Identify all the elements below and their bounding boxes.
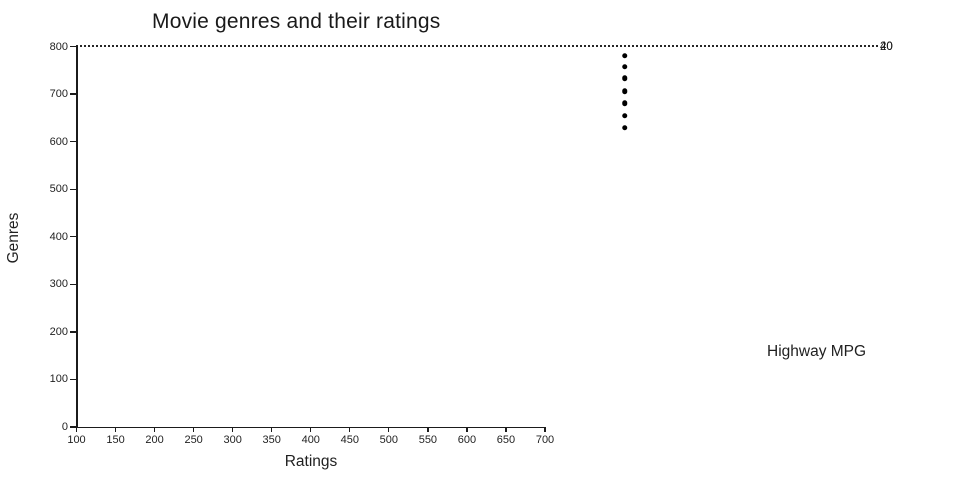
- scatter-point: [621, 100, 628, 106]
- x-axis-tick-label: 300: [223, 434, 242, 446]
- x-axis-tick-label: 600: [457, 434, 477, 446]
- x-axis-tick-mark: [192, 427, 195, 432]
- x-axis-tick-label: 250: [184, 434, 203, 446]
- reference-rule-line: [76, 45, 878, 47]
- scatter-point: [621, 52, 628, 59]
- x-axis-tick-label: 450: [340, 434, 359, 446]
- y-axis-tick-label: 200: [49, 325, 68, 338]
- x-axis-tick-label: 500: [379, 434, 399, 446]
- y-axis-tick-mark: [70, 45, 76, 48]
- y-axis-tick-label: 500: [49, 183, 68, 196]
- y-axis-line: [76, 45, 78, 428]
- legend-title: Highway MPG: [767, 343, 867, 360]
- y-axis-tick-label: 600: [49, 135, 68, 148]
- x-axis-tick-mark: [388, 427, 390, 432]
- y-axis-tick-label: 700: [49, 88, 68, 101]
- x-axis-tick-label: 400: [301, 434, 320, 446]
- y-axis-tick-label: 0: [61, 421, 68, 433]
- y-axis-tick-mark: [70, 331, 76, 333]
- rule-label-20: 20: [880, 41, 893, 53]
- rule-label-40: 40: [880, 41, 893, 53]
- scatter-point: [621, 88, 628, 94]
- x-axis-tick-label: 100: [67, 434, 86, 446]
- x-axis-tick-label: 700: [535, 434, 555, 446]
- x-axis-tick-mark: [153, 427, 156, 432]
- x-axis-tick-mark: [544, 427, 546, 432]
- y-axis-tick-label: 100: [49, 373, 68, 386]
- y-axis-tick-mark: [70, 236, 76, 238]
- x-axis-tick-mark: [505, 427, 507, 432]
- y-axis-tick-mark: [70, 378, 76, 381]
- y-axis-tick-mark: [70, 426, 76, 428]
- x-axis-tick-label: 350: [262, 434, 281, 446]
- y-axis-tick-mark: [70, 93, 76, 95]
- scatter-point: [621, 75, 628, 82]
- x-axis-tick-mark: [271, 427, 273, 432]
- x-axis-tick-mark: [232, 427, 234, 432]
- x-axis-tick-label: 550: [418, 434, 438, 446]
- x-axis-tick-mark: [427, 427, 429, 432]
- scatter-point: [621, 64, 628, 70]
- y-axis-tick-label: 300: [49, 278, 68, 291]
- x-axis-tick-mark: [310, 427, 312, 432]
- scatter-point: [621, 113, 628, 119]
- x-axis-tick-label: 650: [496, 434, 516, 446]
- y-axis-tick-mark: [70, 140, 76, 143]
- x-axis-tick-mark: [349, 427, 351, 432]
- y-axis-tick-mark: [70, 283, 76, 285]
- x-axis-tick-mark: [75, 427, 78, 432]
- x-axis-tick-mark: [114, 427, 117, 432]
- y-axis-title: Genres: [5, 212, 22, 264]
- y-axis-tick-label: 800: [49, 40, 68, 53]
- chart-title: Movie genres and their ratings: [152, 10, 441, 33]
- y-axis-tick-label: 400: [49, 230, 68, 243]
- x-axis-tick-label: 200: [145, 434, 164, 446]
- scatter-point: [621, 125, 628, 131]
- x-axis-tick-mark: [466, 427, 468, 432]
- x-axis-title: Ratings: [284, 453, 338, 470]
- y-axis-tick-mark: [70, 188, 76, 190]
- x-axis-tick-label: 150: [106, 434, 125, 446]
